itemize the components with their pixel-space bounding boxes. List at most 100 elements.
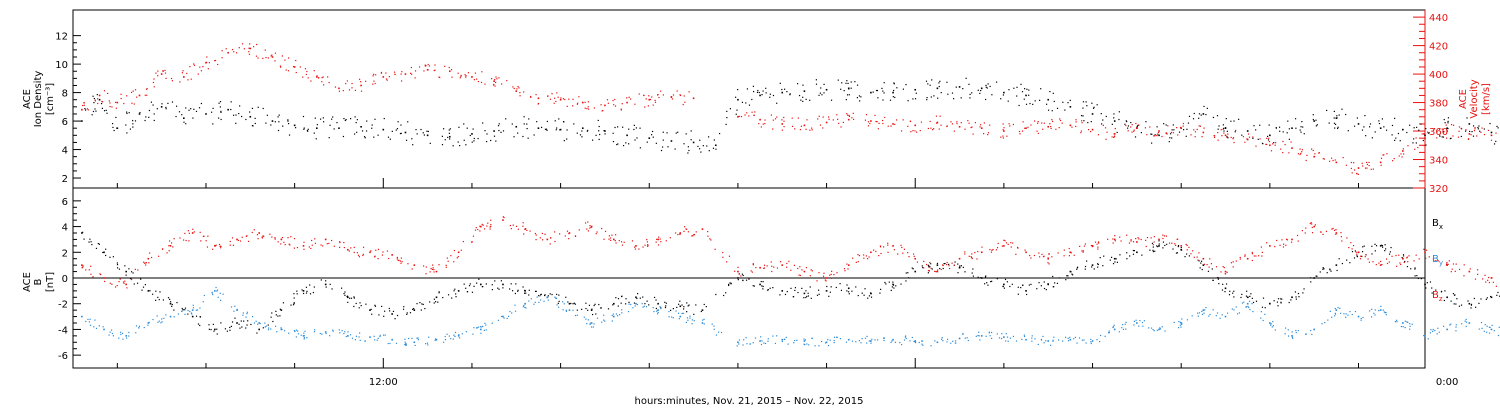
velocity-sample <box>613 104 615 106</box>
by-sample <box>593 323 595 325</box>
bz-sample <box>220 247 222 249</box>
bz-sample <box>1488 276 1490 279</box>
velocity-sample <box>1443 131 1445 133</box>
density-sample <box>554 120 556 122</box>
velocity-sample <box>1468 138 1470 140</box>
velocity-sample <box>1275 142 1277 144</box>
bx-sample <box>1112 263 1115 265</box>
bx-sample <box>846 290 848 292</box>
density-sample <box>527 137 529 139</box>
velocity-point <box>825 121 828 124</box>
bx-sample <box>593 304 595 307</box>
density-sample <box>1472 135 1475 137</box>
bx-sample <box>522 286 524 288</box>
bz-sample <box>148 262 150 264</box>
by-sample <box>829 339 831 341</box>
velocity-sample <box>1300 152 1302 155</box>
bx-sample <box>1249 295 1251 298</box>
density-sample <box>940 92 942 94</box>
by-sample <box>177 313 180 315</box>
by-sample <box>1007 340 1009 342</box>
bz-sample <box>1041 253 1043 256</box>
bx-sample <box>1319 271 1321 273</box>
bz-sample <box>503 216 505 219</box>
density-sample <box>772 94 775 97</box>
density-sample <box>1113 113 1115 115</box>
velocity-sample <box>476 78 478 80</box>
by-sample <box>1374 309 1376 311</box>
by-sample <box>288 332 290 334</box>
velocity-sample <box>374 82 376 85</box>
bx-sample <box>416 303 418 305</box>
density-sample <box>591 139 594 141</box>
velocity-sample <box>494 78 496 81</box>
bx-sample <box>1132 249 1134 252</box>
by-sample <box>89 318 91 320</box>
bz-sample <box>1446 263 1448 265</box>
bx-sample <box>1497 291 1499 294</box>
velocity-sample <box>1398 155 1400 157</box>
bz-sample <box>786 266 788 268</box>
bx-sample <box>1485 298 1487 300</box>
by-sample <box>1104 335 1106 337</box>
velocity-sample <box>894 123 896 126</box>
bz-sample <box>1069 251 1071 253</box>
by-sample <box>1216 312 1219 314</box>
density-sample <box>513 136 515 138</box>
velocity-sample <box>248 47 250 49</box>
by-sample <box>354 339 357 341</box>
bx-sample <box>972 275 974 277</box>
density-sample <box>152 104 154 106</box>
velocity-sample <box>346 80 348 82</box>
bz-sample <box>1355 251 1357 253</box>
density-sample <box>175 105 178 107</box>
density-sample <box>400 132 402 134</box>
bz-sample <box>1341 240 1343 242</box>
density-sample <box>523 123 525 125</box>
velocity-sample <box>566 105 568 107</box>
bz-sample <box>512 224 514 226</box>
by-sample <box>341 330 343 332</box>
velocity-sample <box>400 73 402 75</box>
bz-point <box>679 232 682 234</box>
density-sample <box>666 132 668 134</box>
bz-sample <box>1084 243 1087 245</box>
bz-sample <box>281 237 283 239</box>
bz-sample <box>126 287 128 289</box>
bz-point <box>568 232 571 234</box>
bz-sample <box>674 232 677 234</box>
bx-sample <box>1404 260 1406 263</box>
bx-sample <box>1097 266 1099 268</box>
bx-sample <box>1336 269 1338 272</box>
by-sample <box>839 338 842 340</box>
by-sample <box>1042 335 1044 338</box>
by-sample <box>660 307 662 310</box>
density-point <box>1490 131 1493 134</box>
by-sample <box>435 338 437 340</box>
bz-sample <box>477 228 479 231</box>
velocity-sample <box>281 55 283 57</box>
by-sample <box>1122 328 1125 330</box>
density-sample <box>603 130 605 132</box>
density-sample <box>1378 122 1381 125</box>
bx-sample <box>1028 284 1030 286</box>
bz-sample <box>928 266 930 268</box>
by-sample <box>754 337 757 339</box>
by-sample <box>283 330 286 332</box>
density-sample <box>1140 132 1142 134</box>
density-sample <box>612 132 614 134</box>
density-sample <box>1361 129 1364 131</box>
velocity-sample <box>126 95 128 97</box>
velocity-point <box>1091 128 1094 131</box>
by-sample <box>332 329 334 331</box>
velocity-sample <box>1194 131 1197 133</box>
bx-sample <box>769 287 771 289</box>
bx-sample <box>1316 275 1318 277</box>
bz-point <box>1269 245 1271 247</box>
bx-sample <box>1277 298 1280 300</box>
density-sample <box>100 102 103 105</box>
by-sample <box>870 340 872 342</box>
velocity-sample <box>1495 132 1497 134</box>
bz-sample <box>429 271 431 273</box>
density-sample <box>314 117 316 119</box>
